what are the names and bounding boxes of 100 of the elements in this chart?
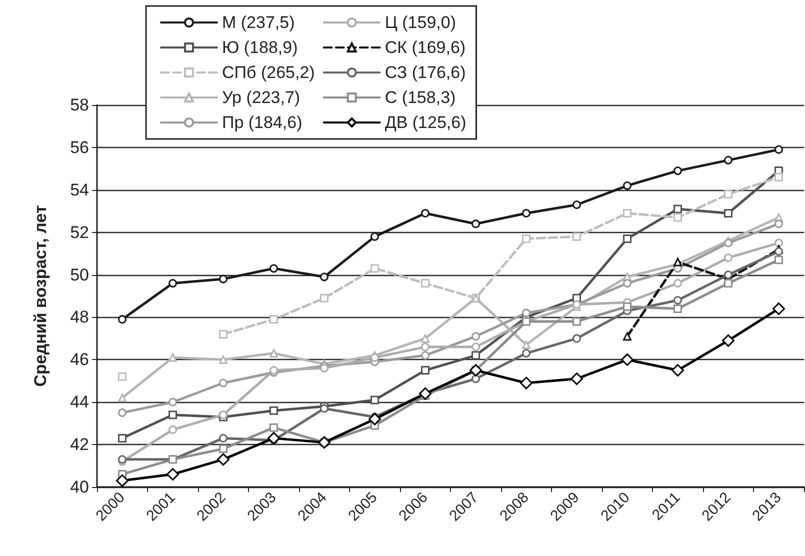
y-tick-label: 54 [70,180,89,200]
point [724,208,732,218]
legend-label: СПб (265,2) [222,63,315,82]
point [118,408,126,417]
legend-label: ДВ (125,6) [384,113,466,132]
point [774,220,783,228]
point [168,410,177,420]
point [270,423,278,432]
point [672,364,684,377]
point [320,294,328,302]
point [219,378,228,388]
point [722,334,734,347]
point [472,351,480,360]
legend-label: Ц (159,0) [384,13,456,32]
y-tick-label: 58 [70,96,89,114]
y-tick-label: 52 [70,222,89,242]
point [166,468,179,481]
point [370,264,379,273]
y-tick-label: 44 [70,392,89,412]
point [268,432,280,444]
legend-label: Ю (188,9) [222,38,298,57]
y-axis-title: Средний возраст, лет [31,205,50,387]
point [421,334,430,343]
point [219,434,228,442]
point [623,302,632,311]
y-tick-label: 42 [70,435,89,454]
point [472,220,480,228]
point [219,330,228,338]
point [118,394,126,402]
legend-label: СЗ (176,6) [384,63,466,82]
point [270,315,278,324]
legend-label: СК (169,6) [384,38,466,57]
legend-label: М (237,5) [222,13,295,32]
point [370,396,379,404]
point [370,353,379,362]
point [219,355,228,364]
point [572,200,581,209]
point [421,208,430,218]
point [724,270,732,280]
point [724,156,732,164]
point [270,349,278,358]
point [320,272,328,282]
legend-label: С (158,3) [384,88,456,107]
y-tick-label: 46 [70,350,89,370]
point [472,342,480,352]
y-tick-label: 56 [70,138,89,157]
point [724,238,732,248]
point [520,376,532,390]
point [724,279,732,288]
legend-label: Ур (223,7) [222,88,300,107]
point [522,340,530,350]
point [472,374,480,384]
point [724,254,732,262]
point [774,238,783,248]
point [472,332,480,341]
legend-label: Пр (184,6) [222,113,302,132]
point [116,474,128,487]
point [674,204,682,214]
point [772,302,785,315]
point [623,208,632,218]
y-tick-label: 40 [70,478,89,496]
point [421,351,430,360]
point [674,296,682,304]
point [522,308,530,318]
point [570,372,583,386]
point [370,232,379,241]
point [219,274,228,284]
point [522,349,530,358]
point [674,166,682,176]
point [774,172,783,182]
point [572,334,581,343]
point [623,234,632,243]
point [774,247,783,256]
point [623,181,632,190]
point [219,444,228,454]
point [168,353,177,362]
point [774,256,783,264]
point [270,264,278,273]
point [270,406,278,415]
point [674,304,682,313]
point [168,398,177,406]
point [368,412,381,426]
point [674,279,682,288]
point [118,372,126,381]
point [621,353,634,366]
point [522,234,530,243]
point [572,317,581,326]
point [774,145,783,154]
point [522,208,530,218]
point [118,434,126,442]
point [217,453,230,466]
point [118,315,126,324]
point [421,366,430,375]
point [168,425,177,434]
point [674,213,682,222]
point [623,279,632,288]
point [168,279,177,288]
point [572,232,581,241]
point [421,342,430,352]
y-tick-label: 48 [70,308,89,327]
